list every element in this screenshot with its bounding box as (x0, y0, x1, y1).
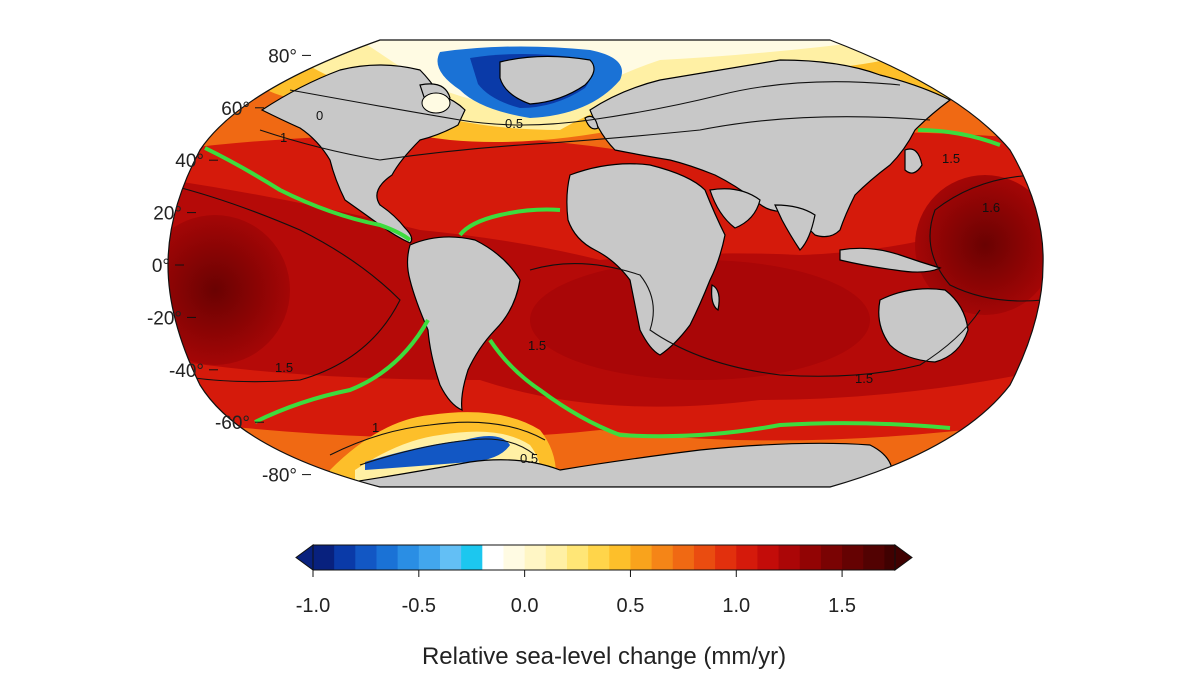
west-pacific-core (915, 175, 1044, 315)
colorbar-tick-label: 0.5 (617, 595, 645, 617)
colorbar-low-arrow (295, 544, 314, 571)
contour-1p5-pacific-east (169, 184, 401, 383)
contour-label-1-south: 1 (372, 420, 379, 435)
canada-light-lake (421, 92, 451, 114)
colorbar-cell (863, 545, 885, 570)
india (774, 204, 816, 251)
colorbar-cell (778, 545, 801, 570)
colorbar-cell (482, 545, 504, 570)
colorbar-cell (566, 545, 589, 570)
colorbar-high-arrow (894, 544, 913, 571)
contour-1p5-indian (529, 263, 981, 377)
colorbar: -1.0 -0.5 0.0 0.5 1.0 1.5 Relative sea-level … (295, 544, 913, 670)
contour-label-0p5-south: 0.5 (520, 451, 538, 466)
east-pacific-core (168, 215, 290, 365)
colorbar-cell (693, 545, 716, 570)
contour-label-1p5-indian: 1.5 (855, 371, 873, 386)
contour-0p5-north (289, 81, 901, 126)
colorbar-cell (397, 545, 420, 570)
antarctica (319, 442, 894, 487)
latitude-label: 40° (175, 151, 204, 172)
africa (566, 163, 726, 356)
colorbar-cell (672, 545, 695, 570)
contour-label-1p5-south-pacific: 1.5 (275, 360, 293, 375)
north-america (260, 64, 466, 244)
contour-label-0p5-north: 0.5 (505, 116, 523, 131)
green-contour-south-pacific (254, 319, 430, 424)
latitude-label: 0° (152, 256, 170, 277)
colorbar-cell (376, 545, 399, 570)
colorbar-cell (503, 545, 526, 570)
colorbar-tick-label: 0.0 (511, 595, 539, 617)
contour-label-1-north: 1 (280, 130, 287, 145)
colorbar-tick-label: 1.0 (722, 595, 750, 617)
black-contours (169, 81, 1044, 466)
contour-1-south (329, 421, 546, 456)
green-contour-kuroshio (917, 128, 1001, 147)
green-contour-north-atlantic (458, 207, 561, 237)
colorbar-cell (736, 545, 758, 570)
latitude-label: -80° (262, 466, 297, 487)
map-outline (167, 39, 1044, 488)
colorbar-frame (312, 544, 896, 571)
world-map: 0.5 1 1.5 1.6 1.5 1.5 1.5 1 0.5 0 80° 60°… (147, 39, 1044, 488)
latitude-label: -40° (169, 361, 204, 382)
latitude-label: 20° (153, 204, 182, 225)
colorbar-cell (545, 545, 568, 570)
colorbar-cell (651, 545, 674, 570)
indonesia (839, 247, 942, 273)
colorbar-cell (439, 545, 462, 570)
contour-label-1p6: 1.6 (982, 200, 1000, 215)
latitude-labels: 80° 60° 40° 20° 0° -20° -40° -60° -80° (147, 46, 311, 487)
madagascar (711, 284, 720, 311)
contour-1-north (259, 116, 931, 161)
colorbar-cell (884, 545, 896, 570)
latitude-label: 60° (221, 99, 250, 120)
arabia (709, 188, 761, 229)
contour-label-1p5-nw-pacific: 1.5 (942, 151, 960, 166)
contour-labels: 0.5 1 1.5 1.6 1.5 1.5 1.5 1 0.5 0 (275, 108, 1000, 466)
contour-label-0-north: 0 (316, 108, 323, 123)
colorbar-cell (461, 545, 483, 570)
colorbar-tick-label: 1.5 (828, 595, 856, 617)
colorbar-cell (524, 545, 547, 570)
colorbar-cell (799, 545, 822, 570)
colorbar-cell (609, 545, 631, 570)
colorbar-cell (334, 545, 356, 570)
colorbar-cell (418, 545, 441, 570)
colorbar-cell (630, 545, 653, 570)
green-contours (204, 128, 1001, 439)
south-america (406, 236, 521, 411)
greenland (499, 55, 595, 105)
latitude-label: 80° (268, 46, 297, 67)
colorbar-cell (715, 545, 737, 570)
contour-0p5-south (359, 438, 536, 466)
colorbar-cell (355, 545, 377, 570)
colorbar-tick-label: -0.5 (402, 595, 436, 617)
colorbar-cells (313, 545, 896, 570)
colorbar-tick-label: -1.0 (296, 595, 330, 617)
colorbar-cell (313, 545, 335, 570)
colorbar-title: Relative sea-level change (mm/yr) (422, 643, 786, 670)
green-contour-southern-ocean (488, 338, 951, 439)
contour-label-1p5-south-atlantic: 1.5 (528, 338, 546, 353)
colorbar-cell (842, 545, 864, 570)
japan (904, 148, 923, 174)
green-contour-north-pacific (204, 146, 412, 242)
latitude-label: -20° (147, 308, 182, 329)
colorbar-cell (588, 545, 610, 570)
colorbar-ticks: -1.0 -0.5 0.0 0.5 1.0 1.5 (296, 570, 856, 617)
latitude-label: -60° (215, 413, 250, 434)
australia (878, 288, 969, 363)
colorbar-cell (820, 545, 843, 570)
contour-1p6-pacific-west (929, 174, 1044, 302)
colorbar-cell (757, 545, 780, 570)
indian-ocean-core (530, 260, 870, 380)
